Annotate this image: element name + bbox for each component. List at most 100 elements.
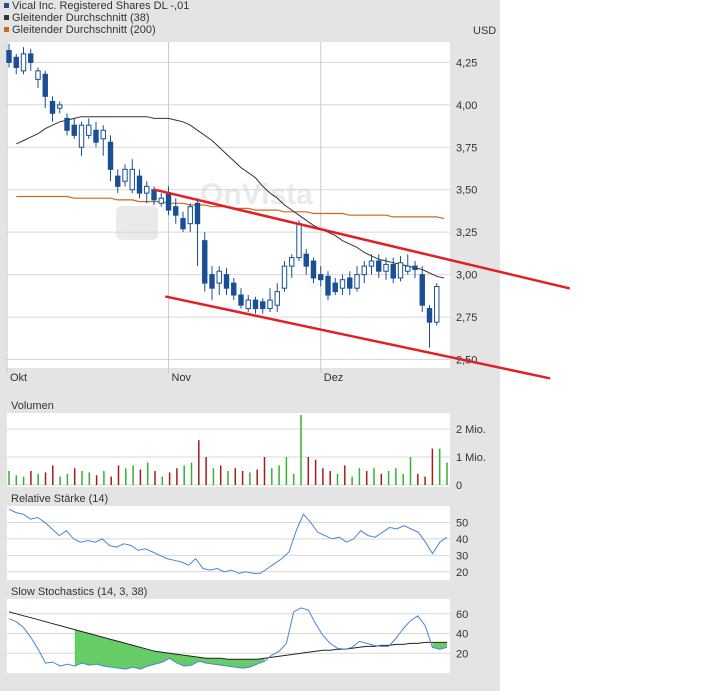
candle xyxy=(238,288,244,309)
rsi-y-tick-label: 20 xyxy=(456,567,468,579)
candle-body xyxy=(93,129,99,143)
candles xyxy=(6,43,440,348)
candle-body xyxy=(376,260,382,272)
candle-body xyxy=(223,274,230,289)
price-y-tick-label: 3,50 xyxy=(456,185,477,197)
candle-body xyxy=(165,192,172,211)
candle-body xyxy=(28,53,34,63)
stochastics-panel: Slow Stochastics (14, 3, 38) 60 40 20 xyxy=(7,583,468,673)
candle-body xyxy=(64,117,70,131)
candle xyxy=(303,249,309,275)
stochastics-fast-line xyxy=(8,607,448,670)
stochastics-fill-area xyxy=(74,629,265,670)
candle-body xyxy=(151,189,157,201)
candle-body xyxy=(136,175,143,194)
candle xyxy=(35,67,41,88)
candle-body xyxy=(180,218,186,230)
candle xyxy=(100,125,106,156)
currency-label: USD xyxy=(473,25,496,37)
volume-bars xyxy=(8,415,448,485)
stochastics-y-tick-label: 40 xyxy=(456,629,468,641)
candle-body xyxy=(20,53,27,72)
price-y-tick-label: 3,75 xyxy=(456,142,477,154)
candle-body xyxy=(173,206,179,216)
rsi-title: Relative Stärke (14) xyxy=(11,493,108,505)
candle xyxy=(310,257,317,284)
rsi-y-tick-label: 50 xyxy=(456,517,468,529)
candle xyxy=(86,118,92,139)
candle-body xyxy=(318,274,324,281)
candle-body xyxy=(122,168,128,182)
price-y-tick-label: 2,75 xyxy=(456,312,477,324)
ma38-line xyxy=(16,116,445,279)
candle-body xyxy=(397,262,404,279)
candle xyxy=(158,193,164,207)
candle xyxy=(419,266,425,312)
candle-body xyxy=(368,260,375,267)
candle xyxy=(6,43,12,68)
candle xyxy=(107,135,114,182)
candle xyxy=(136,169,143,199)
stochastics-header xyxy=(7,583,450,599)
candle xyxy=(129,159,135,194)
candle xyxy=(122,164,128,187)
candle xyxy=(347,271,353,295)
candle-body xyxy=(194,202,201,225)
candle-body xyxy=(274,291,280,306)
candle-body xyxy=(209,274,215,289)
candle-body xyxy=(281,265,288,289)
trend-channel-line xyxy=(153,188,570,290)
candle-body xyxy=(325,275,331,296)
candle-body xyxy=(238,294,244,306)
candle xyxy=(180,211,186,233)
volume-title: Volumen xyxy=(11,400,54,412)
candle-body xyxy=(6,49,12,63)
candle-body xyxy=(187,206,193,225)
candle-body xyxy=(86,124,92,136)
candle xyxy=(361,261,367,284)
candle-body xyxy=(332,282,338,293)
candle-body xyxy=(115,175,121,187)
candle-body xyxy=(245,299,251,310)
candle-body xyxy=(49,100,56,114)
stochastics-slow-line xyxy=(8,611,447,660)
candle-body xyxy=(354,274,360,289)
legend-swatch-ma38 xyxy=(4,15,9,20)
candle xyxy=(245,294,251,312)
candle xyxy=(216,266,222,295)
volume-y-tick-label: 0 xyxy=(456,480,462,492)
candle-body xyxy=(412,265,418,271)
watermark-logo-icon xyxy=(116,206,158,240)
trend-channel xyxy=(153,188,570,380)
candle xyxy=(71,118,77,139)
candle-body xyxy=(361,265,367,276)
candle xyxy=(289,254,295,279)
candle-body xyxy=(57,104,63,109)
candle-body xyxy=(390,263,396,279)
rsi-line-group xyxy=(8,508,448,574)
price-y-tick-label: 3,25 xyxy=(456,227,477,239)
price-y-tick-label: 4,25 xyxy=(456,57,477,69)
candle xyxy=(78,121,85,156)
price-y-tick-label: 4,00 xyxy=(456,100,477,112)
legend-item-price: Vical Inc. Registered Shares DL -,01 xyxy=(4,0,189,12)
legend-swatch-ma200 xyxy=(4,27,9,32)
candle xyxy=(252,296,259,314)
volume-y-tick-label: 2 Mio. xyxy=(456,424,486,436)
candle-body xyxy=(347,277,353,289)
stochastics-lines xyxy=(8,607,448,670)
candle-body xyxy=(100,129,106,140)
price-x-ticks: Okt Nov Dez xyxy=(10,372,343,384)
candle xyxy=(115,169,121,194)
candle xyxy=(426,305,433,348)
candle xyxy=(296,220,302,262)
stochastics-y-ticks: 60 40 20 xyxy=(456,609,468,660)
rsi-header xyxy=(7,490,450,506)
candle xyxy=(173,198,179,224)
candle xyxy=(13,53,19,75)
candle xyxy=(325,271,331,301)
candle xyxy=(187,203,193,233)
candle xyxy=(267,288,273,312)
candle-body xyxy=(129,168,135,191)
candle xyxy=(49,96,56,122)
